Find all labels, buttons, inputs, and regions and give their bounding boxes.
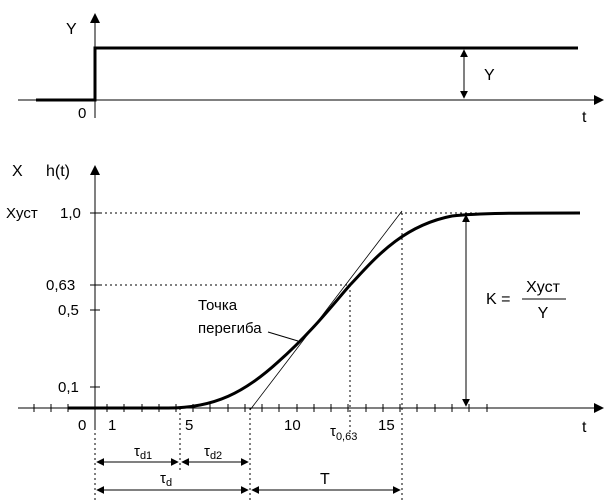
- interval-T-label: T: [320, 471, 330, 488]
- y-tick-label-01: 0,1: [58, 379, 79, 396]
- output-x-axis-label: t: [582, 419, 587, 436]
- interval-td1-label: τd1: [134, 443, 152, 462]
- output-x-var-label: X: [12, 163, 23, 180]
- output-y-tick-marks: [90, 212, 100, 388]
- x-tick-label-0: 0: [78, 417, 86, 434]
- input-x-axis-label: t: [582, 109, 587, 126]
- gain-formula-numerator: Xуст: [526, 279, 560, 296]
- input-step-signal: [36, 46, 578, 102]
- gain-formula-lhs: K =: [486, 291, 510, 308]
- inflection-label-line1: Точка: [198, 297, 238, 314]
- y-tick-label-05: 0,5: [58, 302, 79, 319]
- y-tick-label-063: 0,63: [46, 277, 75, 294]
- input-y-axis-label: Y: [66, 21, 77, 38]
- step-response-curve: [68, 211, 581, 410]
- output-h-label: h(t): [46, 163, 70, 180]
- gain-formula-denominator: Y: [538, 305, 549, 322]
- interval-td-label: τd: [160, 470, 172, 489]
- inflection-label-line2: перегиба: [198, 320, 262, 337]
- inflection-tangent-line: [249, 210, 403, 411]
- input-step-plot: Y 0 Y t: [18, 13, 604, 126]
- x-tick-label-10: 10: [284, 417, 301, 434]
- input-amplitude-label: Y: [484, 67, 495, 84]
- y-tick-label-one: 1,0: [60, 205, 81, 222]
- input-origin-label: 0: [78, 105, 86, 122]
- x-tick-label-5: 5: [185, 417, 193, 434]
- tau063-label: τ0,63: [330, 423, 357, 443]
- x-tick-label-15: 15: [378, 417, 395, 434]
- interval-td2-label: τd2: [204, 443, 222, 462]
- x-tick-label-1: 1: [108, 417, 116, 434]
- inflection-leader-line: [267, 331, 299, 342]
- output-response-plot: X h(t) t Xуст 1,0 0,63 0,5 0,1 0 1 5 10 …: [6, 163, 604, 500]
- y-tick-label-xust: Xуст: [6, 205, 38, 222]
